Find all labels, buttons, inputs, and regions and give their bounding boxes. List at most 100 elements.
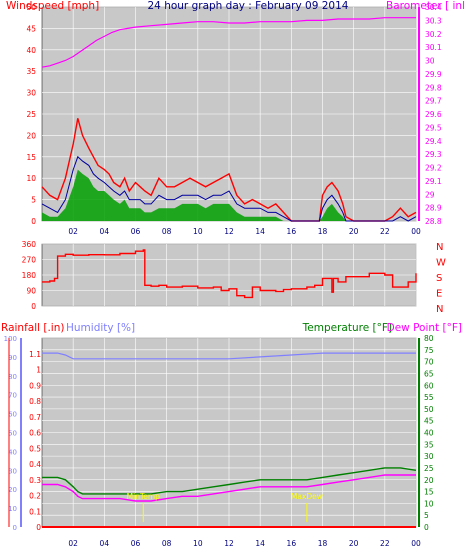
wind-ylabel-left: Windspeed [mph] bbox=[6, 0, 99, 12]
weather-x-tick-label: 08 bbox=[162, 539, 172, 548]
wind-x-tick-label: 06 bbox=[131, 227, 141, 236]
wind-x-tick-label: 10 bbox=[193, 227, 203, 236]
wind-gust-area bbox=[42, 169, 416, 221]
rain-tick-label: 1 bbox=[36, 366, 41, 375]
weather-x-tick-label: 18 bbox=[318, 539, 328, 548]
barometer-right-tick-label: 30.4 bbox=[425, 3, 442, 12]
wind-x-tick-label: 22 bbox=[380, 227, 390, 236]
rain-tick-label: 0.6 bbox=[29, 429, 41, 438]
temperature-tick-label: 5 bbox=[424, 511, 429, 520]
temperature-tick-label: 45 bbox=[424, 417, 434, 426]
wind-left-tick-label: 10 bbox=[26, 174, 36, 183]
direction-left-tick-label: 0 bbox=[31, 302, 36, 311]
humidity-tick-label: 0 bbox=[13, 524, 17, 532]
weather-x-tick-label: 14 bbox=[255, 539, 265, 548]
direction-series bbox=[42, 249, 417, 299]
compass-label: N bbox=[436, 304, 443, 315]
barometer-right-tick-label: 29.9 bbox=[425, 70, 442, 79]
temperature-tick-label: 15 bbox=[424, 488, 434, 497]
rain-tick-label: 0.4 bbox=[29, 460, 41, 469]
rain-tick-label: 0.5 bbox=[29, 444, 41, 453]
wind-x-tick-label: 18 bbox=[318, 227, 328, 236]
wind-x-tick-label: 04 bbox=[100, 227, 110, 236]
humidity-tick-label: 70 bbox=[8, 392, 17, 400]
direction-left-tick-label: 360 bbox=[22, 240, 37, 249]
wind-left-tick-label: 20 bbox=[26, 131, 36, 140]
barometer-right-tick-label: 29.2 bbox=[425, 164, 442, 173]
weather-tick-labels: 0510152025303540455055606570758000.10.20… bbox=[4, 334, 434, 548]
barometer-line bbox=[41, 17, 416, 68]
humidity-tick-label: 80 bbox=[8, 373, 17, 381]
dewpoint-line bbox=[42, 474, 416, 502]
weather-x-tick-label: 04 bbox=[100, 539, 110, 548]
barometer-right-tick-label: 30.2 bbox=[425, 30, 442, 39]
direction-left-tick-label: 90 bbox=[26, 287, 36, 296]
weather-x-tick-label: 00 bbox=[411, 539, 421, 548]
wind-left-tick-label: 40 bbox=[26, 46, 36, 55]
wind-x-tick-label: 00 bbox=[411, 227, 421, 236]
barometer-right-tick-label: 29.4 bbox=[425, 137, 442, 146]
temperature-tick-label: 50 bbox=[424, 405, 434, 414]
rain-tick-label: 0 bbox=[36, 523, 41, 532]
wind-x-tick-label: 14 bbox=[255, 227, 265, 236]
weather-x-tick-label: 22 bbox=[380, 539, 390, 548]
wind-direction-line bbox=[42, 249, 417, 299]
wind-x-tick-label: 02 bbox=[68, 227, 78, 236]
barometer-right-tick-label: 29.3 bbox=[425, 150, 442, 159]
annotation-label: MinTemp bbox=[127, 492, 161, 501]
weather-x-tick-label: 02 bbox=[68, 539, 78, 548]
weather-series bbox=[42, 352, 417, 528]
rain-tick-label: 1.1 bbox=[29, 350, 41, 359]
compass-label: E bbox=[436, 289, 442, 300]
temperature-tick-label: 20 bbox=[424, 476, 434, 485]
temperature-line bbox=[42, 467, 417, 495]
wind-left-tick-label: 30 bbox=[26, 89, 36, 98]
barometer-right-tick-label: 29.8 bbox=[425, 83, 442, 92]
temperature-tick-label: 0 bbox=[424, 523, 429, 532]
weather-x-tick-label: 12 bbox=[224, 539, 234, 548]
temperature-tick-label: 55 bbox=[424, 393, 434, 402]
barometer-right-tick-label: 29.1 bbox=[425, 177, 442, 186]
barometer-right-tick-label: 30.3 bbox=[425, 16, 442, 25]
wind-left-tick-label: 0 bbox=[31, 217, 36, 226]
compass-label: N bbox=[436, 242, 443, 253]
wind-left-tick-label: 5 bbox=[31, 196, 36, 205]
barometer-right-tick-label: 28.8 bbox=[425, 217, 442, 226]
temperature-tick-label: 60 bbox=[424, 381, 434, 390]
temperature-tick-label: 25 bbox=[424, 464, 434, 473]
rain-tick-label: 0.3 bbox=[29, 476, 41, 485]
direction-grid bbox=[42, 243, 417, 307]
humidity-tick-label: 40 bbox=[8, 448, 17, 456]
humidity-tick-label: 20 bbox=[8, 486, 17, 494]
humidity-tick-label: 30 bbox=[8, 467, 17, 475]
weather-x-tick-label: 16 bbox=[287, 539, 297, 548]
barometer-right-tick-label: 30 bbox=[425, 57, 435, 66]
weather-x-tick-label: 10 bbox=[193, 539, 203, 548]
rain-tick-label: 0.1 bbox=[29, 507, 41, 516]
temperature-tick-label: 65 bbox=[424, 369, 434, 378]
wind-x-tick-label: 20 bbox=[349, 227, 359, 236]
temperature-tick-label: 80 bbox=[424, 334, 434, 343]
temperature-tick-label: 35 bbox=[424, 440, 434, 449]
barometer-right-tick-label: 28.9 bbox=[425, 204, 442, 213]
wind-left-tick-label: 15 bbox=[26, 153, 36, 162]
barometer-right-tick-label: 29.5 bbox=[425, 123, 442, 132]
wind-min-area bbox=[42, 169, 416, 221]
humidity-ylabel: Humidity [%] bbox=[66, 322, 135, 334]
chart-title: 24 hour graph day : February 09 2014 bbox=[148, 0, 349, 12]
direction-left-tick-label: 180 bbox=[22, 271, 37, 280]
temperature-tick-label: 70 bbox=[424, 358, 434, 367]
direction-left-tick-label: 270 bbox=[22, 256, 37, 265]
humidity-tick-label: 60 bbox=[8, 411, 17, 419]
temperature-tick-label: 10 bbox=[424, 499, 434, 508]
wind-series bbox=[41, 17, 417, 222]
barometer-right-tick-label: 29 bbox=[425, 190, 435, 199]
weather-x-tick-label: 20 bbox=[349, 539, 359, 548]
wind-tick-labels: 0 5 10 15 20 25 30 35 40 45 50 28.8 28.9 29 29.1 29.2 29… bbox=[26, 3, 441, 236]
rain-tick-label: 0.7 bbox=[29, 413, 41, 422]
compass-label: S bbox=[436, 273, 442, 284]
wind-left-tick-label: 50 bbox=[26, 3, 36, 12]
